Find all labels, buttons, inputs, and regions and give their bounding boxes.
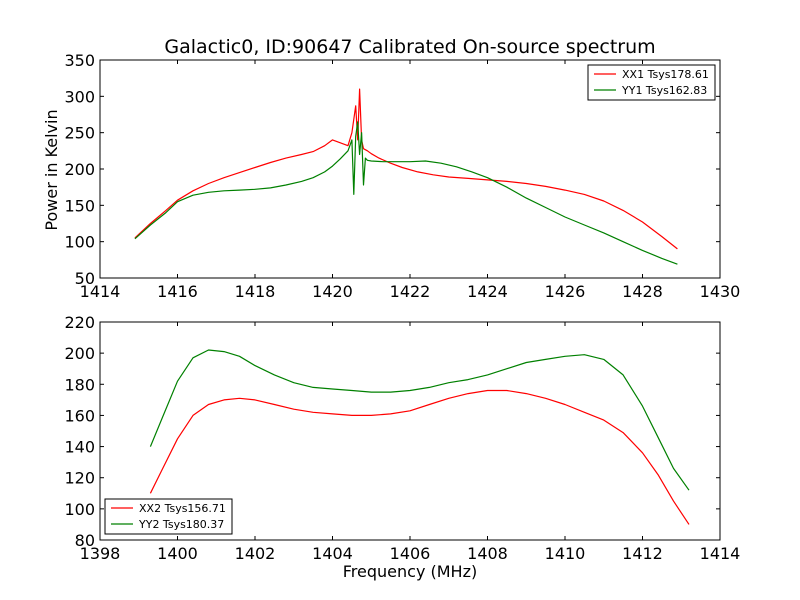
top-ytick-label-3: 200 bbox=[64, 160, 95, 179]
bottom-ytick-label-0: 80 bbox=[75, 531, 95, 550]
top-ytick-label-4: 250 bbox=[64, 124, 95, 143]
top-chart-ticks: 1414 1416 1418 1420 1422 1424 1426 1428 1430 50 10… bbox=[64, 51, 740, 301]
top-xtick-label-4: 1422 bbox=[390, 282, 431, 301]
bottom-xtick-label-2: 1402 bbox=[235, 544, 276, 563]
top-chart-series bbox=[134, 88, 678, 265]
bottom-xtick-label-7: 1412 bbox=[622, 544, 663, 563]
bottom-ytick-label-1: 100 bbox=[64, 500, 95, 519]
top-chart: Galactic0, ID:90647 Calibrated On-source… bbox=[42, 36, 740, 301]
bottom-legend-label-yy2: YY2 Tsys180.37 bbox=[138, 518, 224, 531]
bottom-chart-ticks: 1398 1400 1402 1404 1406 1408 1410 1412 1414 80 10… bbox=[64, 313, 740, 563]
top-chart-title: Galactic0, ID:90647 Calibrated On-source… bbox=[164, 36, 655, 58]
bottom-chart-legend: XX2 Tsys156.71 YY2 Tsys180.37 bbox=[104, 498, 233, 535]
bottom-chart: Frequency (MHz) 1398 1400 1402 1404 1406 1408… bbox=[64, 313, 740, 581]
top-chart-legend: XX1 Tsys178.61 YY1 Tsys162.83 bbox=[587, 64, 716, 101]
top-xtick-label-6: 1426 bbox=[545, 282, 586, 301]
top-ytick-label-2: 150 bbox=[64, 196, 95, 215]
bottom-xtick-label-4: 1406 bbox=[390, 544, 431, 563]
top-ytick-label-0: 50 bbox=[75, 269, 95, 288]
bottom-ytick-label-7: 220 bbox=[64, 313, 95, 332]
bottom-series-line-1 bbox=[149, 349, 690, 491]
top-xtick-label-2: 1418 bbox=[235, 282, 276, 301]
top-xtick-label-8: 1430 bbox=[700, 282, 741, 301]
top-xtick-label-3: 1420 bbox=[312, 282, 353, 301]
bottom-xtick-label-5: 1408 bbox=[467, 544, 508, 563]
top-legend-label-yy1: YY1 Tsys162.83 bbox=[621, 84, 707, 97]
bottom-chart-series bbox=[149, 349, 690, 525]
top-ytick-label-1: 100 bbox=[64, 233, 95, 252]
bottom-ytick-label-2: 120 bbox=[64, 469, 95, 488]
bottom-xtick-label-1: 1400 bbox=[157, 544, 198, 563]
top-xtick-label-7: 1428 bbox=[622, 282, 663, 301]
bottom-series-line-0 bbox=[149, 389, 690, 525]
bottom-legend-label-xx2: XX2 Tsys156.71 bbox=[139, 502, 226, 515]
top-legend-label-xx1: XX1 Tsys178.61 bbox=[622, 68, 709, 81]
top-ytick-label-5: 300 bbox=[64, 87, 95, 106]
top-chart-frame bbox=[99, 59, 721, 279]
top-chart-ylabel: Power in Kelvin bbox=[42, 109, 61, 230]
bottom-xtick-label-6: 1410 bbox=[545, 544, 586, 563]
bottom-ytick-label-6: 200 bbox=[64, 344, 95, 363]
top-xtick-label-1: 1416 bbox=[157, 282, 198, 301]
top-ytick-label-6: 350 bbox=[64, 51, 95, 70]
bottom-xtick-label-3: 1404 bbox=[312, 544, 353, 563]
top-xtick-label-0: 1414 bbox=[80, 282, 121, 301]
top-legend-box bbox=[587, 64, 716, 101]
top-xtick-label-5: 1424 bbox=[467, 282, 508, 301]
bottom-ytick-label-5: 180 bbox=[64, 375, 95, 394]
top-series-line-1 bbox=[134, 121, 678, 265]
bottom-legend-box bbox=[104, 498, 233, 535]
bottom-ytick-label-4: 160 bbox=[64, 406, 95, 425]
bottom-chart-frame bbox=[99, 321, 721, 541]
bottom-chart-xlabel: Frequency (MHz) bbox=[343, 562, 477, 581]
bottom-ytick-label-3: 140 bbox=[64, 438, 95, 457]
bottom-xtick-label-0: 1398 bbox=[80, 544, 121, 563]
bottom-xtick-label-8: 1414 bbox=[700, 544, 741, 563]
